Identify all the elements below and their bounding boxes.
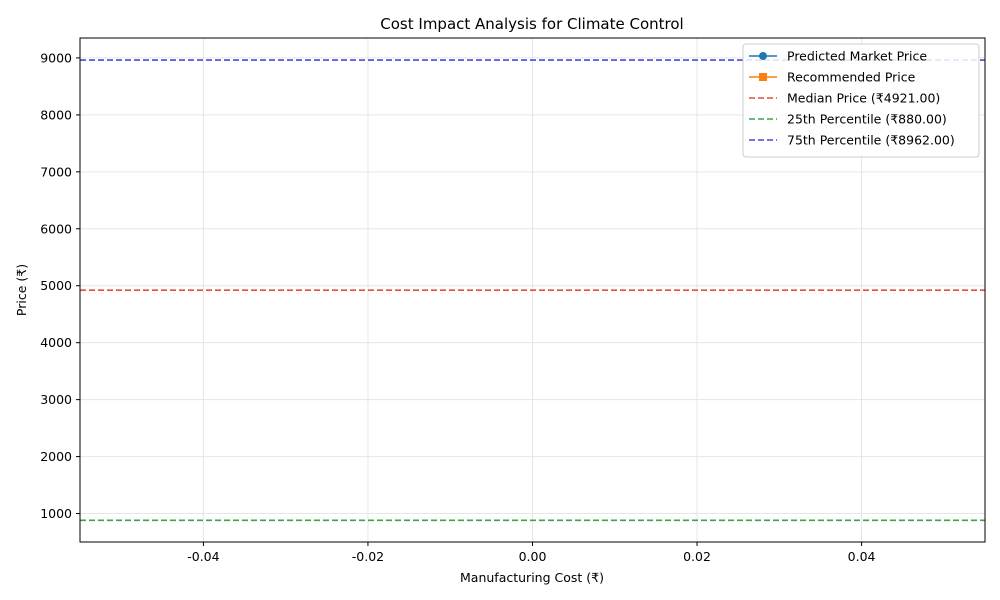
chart-title: Cost Impact Analysis for Climate Control (380, 15, 683, 33)
x-tick-label: 0.00 (519, 549, 547, 564)
x-tick-label: -0.04 (187, 549, 219, 564)
x-axis-ticks: -0.04 -0.02 0.00 0.02 0.04 (187, 542, 876, 564)
legend-label: 25th Percentile (₹880.00) (787, 112, 947, 127)
legend-label: Median Price (₹4921.00) (787, 91, 940, 106)
legend-label: Recommended Price (787, 70, 916, 85)
reference-lines (80, 59, 985, 522)
y-tick-label: 4000 (40, 335, 72, 350)
legend-label: 75th Percentile (₹8962.00) (787, 133, 955, 148)
y-tick-label: 7000 (40, 164, 72, 179)
legend-label: Predicted Market Price (787, 49, 927, 64)
y-tick-label: 8000 (40, 107, 72, 122)
legend-marker (759, 73, 767, 81)
legend: Predicted Market Price Recommended Price M… (742, 43, 980, 158)
y-tick-label: 3000 (40, 392, 72, 407)
legend-marker (759, 52, 767, 60)
legend-box (742, 43, 980, 158)
y-tick-label: 2000 (40, 449, 72, 464)
x-axis-label: Manufacturing Cost (₹) (460, 570, 604, 585)
x-tick-label: 0.02 (683, 549, 711, 564)
y-axis-ticks: 1000 2000 3000 4000 5000 6000 7000 8000 9000 (40, 50, 80, 521)
y-tick-label: 1000 (40, 506, 72, 521)
y-tick-label: 9000 (40, 50, 72, 65)
y-axis-label: Price (₹) (14, 264, 29, 316)
x-tick-label: -0.02 (352, 549, 384, 564)
y-tick-label: 5000 (40, 278, 72, 293)
y-tick-label: 6000 (40, 221, 72, 236)
x-tick-label: 0.04 (848, 549, 876, 564)
